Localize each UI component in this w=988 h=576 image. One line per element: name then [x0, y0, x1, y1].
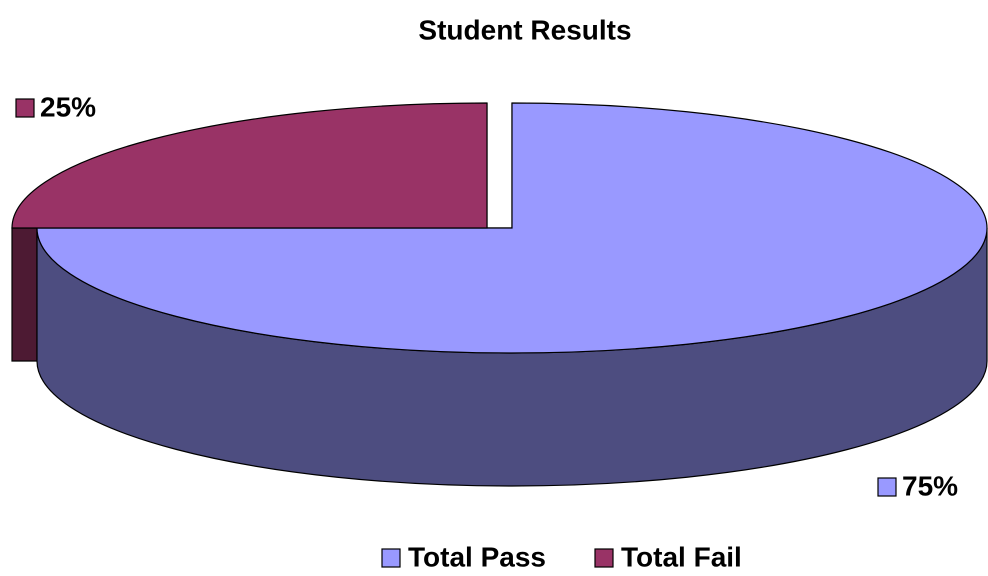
- chart-title: Student Results: [418, 14, 631, 45]
- legend-key: [381, 548, 401, 568]
- legend-label: Total Fail: [621, 541, 742, 572]
- data-label: 75%: [902, 470, 958, 501]
- data-label: 25%: [40, 91, 96, 122]
- legend-label: Total Pass: [408, 541, 546, 572]
- legend-key: [594, 548, 614, 568]
- slice: [11, 102, 488, 229]
- label-key: [877, 477, 897, 497]
- slice: [36, 102, 988, 354]
- label-key: [15, 98, 35, 118]
